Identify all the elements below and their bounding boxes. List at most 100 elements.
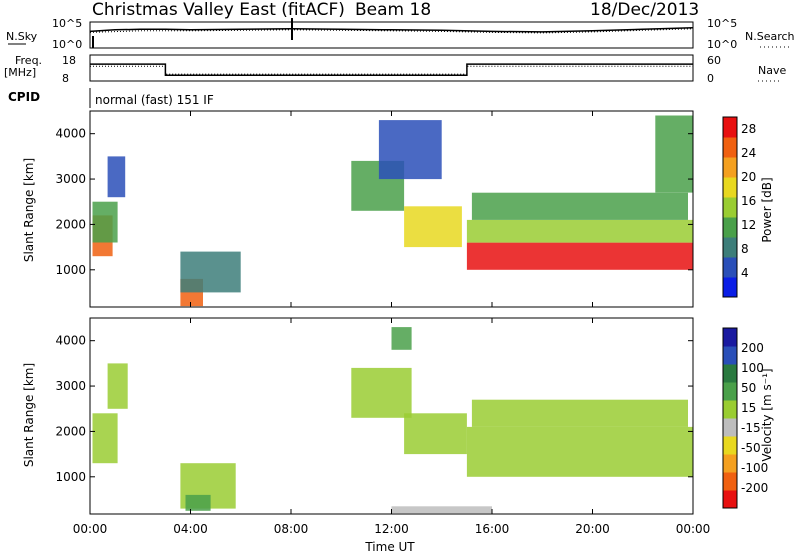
colorbar-swatch-8: [723, 346, 737, 365]
xtick-label-4: 16:00: [475, 522, 510, 536]
freq-label-line1: Freq.: [15, 54, 42, 67]
data-cell-1: [92, 201, 118, 243]
colorbar-tick-6: -100: [741, 461, 768, 475]
colorbar-swatch-2: [723, 237, 737, 258]
colorbar-swatch-5: [723, 400, 737, 419]
data-cell-8: [471, 399, 688, 427]
colorbar-swatch-0: [723, 277, 737, 298]
noise-right-label: N.Search: [745, 30, 795, 43]
colorbar-swatch-6: [723, 382, 737, 401]
colorbar-swatch-4: [723, 197, 737, 218]
colorbar-swatch-9: [723, 328, 737, 347]
colorbar-swatch-1: [723, 257, 737, 278]
velocity-colorbar: 200 100 50 15 -15 -50 -100 -200: [722, 327, 768, 509]
velocity-ylabel: Slant Range [km]: [22, 363, 36, 467]
power-y-axis: 1000 2000 3000 4000: [55, 127, 693, 277]
power-colorbar-label: Power [dB]: [760, 177, 774, 242]
colorbar-swatch-8: [723, 117, 737, 138]
xtick-label-5: 20:00: [575, 522, 610, 536]
colorbar-swatch-7: [723, 364, 737, 383]
freq-label-line2: [MHz]: [4, 66, 36, 79]
cpid-row: CPID normal (fast) 151 IF: [8, 88, 214, 108]
colorbar-swatch-6: [723, 157, 737, 178]
colorbar-swatch-7: [723, 137, 737, 158]
velocity-data: [92, 327, 693, 514]
xtick-label-3: 12:00: [374, 522, 409, 536]
noise-panel: N.Sky 10^5 10^0 10^5 10^0 N.Search: [6, 17, 795, 51]
colorbar-tick-0: 200: [741, 341, 764, 355]
time-axis-label: Time UT: [364, 540, 415, 554]
time-x-axis: 00:00 04:00 08:00 12:00 16:00 20:00 00:00: [73, 111, 710, 536]
colorbar-frame: [722, 116, 738, 298]
colorbar-tick-5: 24: [741, 146, 756, 160]
freq-left-tick-bottom: 8: [62, 72, 69, 85]
colorbar-swatch-0: [723, 490, 737, 509]
noise-left-label: N.Sky: [6, 30, 38, 43]
data-cell-6: [404, 206, 462, 248]
cpid-label: CPID: [8, 90, 40, 104]
power-panel: 1000 2000 3000 4000 Slant Range [km] 4 8 12 16…: [22, 110, 774, 308]
noise-right-tick-top: 10^5: [707, 17, 737, 30]
ytick-label-2: 3000: [55, 172, 86, 186]
ytick-label-2: 3000: [55, 379, 86, 393]
colorbar-tick-7: -200: [741, 481, 768, 495]
frequency-frame: [89, 54, 694, 82]
colorbar-tick-3: 16: [741, 194, 756, 208]
freq-left-tick-top: 18: [62, 54, 76, 67]
xtick-label-0: 00:00: [73, 522, 108, 536]
colorbar-tick-2: 12: [741, 218, 756, 232]
colorbar-tick-3: 15: [741, 401, 756, 415]
colorbar-frame: [722, 327, 738, 509]
colorbar-tick-1: 100: [741, 361, 764, 375]
data-cell-5: [404, 413, 467, 455]
colorbar-tick-2: 50: [741, 381, 756, 395]
xtick-label-1: 04:00: [173, 522, 208, 536]
nave-tick-top: 60: [707, 54, 721, 67]
frequency-panel: Freq. [MHz] 18 8 60 0 Nave: [4, 54, 786, 85]
noise-left-tick-bottom: 10^0: [52, 38, 82, 51]
data-cell-10: [471, 192, 688, 220]
velocity-y-axis: 1000 2000 3000 4000: [55, 334, 693, 484]
nave-label: Nave: [758, 64, 786, 77]
power-colorbar: 4 8 12 16 20 24 28: [722, 116, 756, 298]
power-data: [92, 115, 693, 307]
figure-title: Christmas Valley East (fitACF): [92, 0, 345, 20]
data-cell-7: [466, 426, 693, 477]
colorbar-tick-0: 4: [741, 266, 749, 280]
colorbar-swatch-2: [723, 454, 737, 473]
freq-left-label: Freq. [MHz]: [4, 54, 46, 79]
data-cell-3: [185, 494, 211, 511]
velocity-panel: 1000 2000 3000 4000 00:00 04:00 08:00 12:00 16:…: [22, 111, 774, 554]
ytick-label-0: 1000: [55, 263, 86, 277]
colorbar-tick-1: 8: [741, 242, 749, 256]
beam-label: Beam 18: [355, 0, 431, 20]
data-cell-8: [466, 242, 693, 270]
nave-tick-bottom: 0: [707, 72, 714, 85]
ytick-label-1: 2000: [55, 424, 86, 438]
colorbar-swatch-3: [723, 436, 737, 455]
ytick-label-3: 4000: [55, 127, 86, 141]
data-cell-0: [92, 413, 118, 464]
xtick-label-2: 08:00: [274, 522, 309, 536]
noise-series-0: [89, 26, 694, 33]
colorbar-swatch-4: [723, 418, 737, 437]
colorbar-swatch-1: [723, 472, 737, 491]
nave-series: [90, 65, 693, 75]
data-cell-1: [107, 363, 128, 409]
data-cell-4: [351, 367, 412, 418]
data-cell-11: [655, 115, 693, 193]
colorbar-swatch-5: [723, 177, 737, 198]
colorbar-swatch-3: [723, 217, 737, 238]
noise-series: [89, 26, 694, 34]
frequency-series: [90, 63, 693, 77]
colorbar-tick-4: 20: [741, 170, 756, 184]
colorbar-tick-5: -50: [741, 441, 761, 455]
ytick-label-1: 2000: [55, 217, 86, 231]
cpid-text: normal (fast) 151 IF: [95, 93, 214, 107]
colorbar-tick-6: 28: [741, 122, 756, 136]
freq-series: [90, 63, 693, 77]
data-cell-9: [466, 219, 693, 243]
colorbar-tick-4: -15: [741, 421, 761, 435]
data-cell-4: [180, 251, 241, 293]
